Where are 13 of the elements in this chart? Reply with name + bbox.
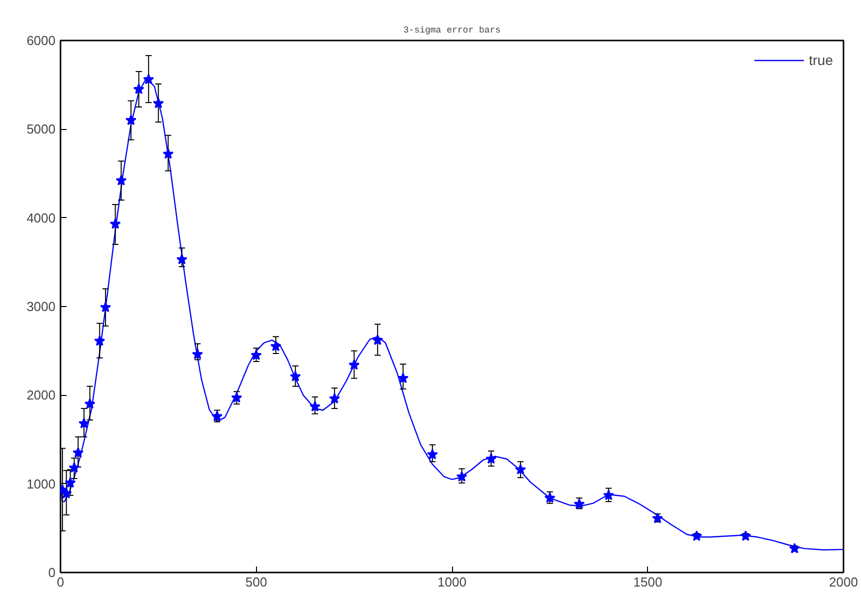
- legend-label: true: [808, 52, 833, 68]
- x-tick-label: 500: [245, 574, 268, 590]
- y-tick-label: 3000: [26, 299, 56, 314]
- y-tick-label: 2000: [26, 388, 56, 403]
- x-tick-label: 2000: [829, 574, 858, 590]
- y-tick-label: 4000: [26, 210, 56, 226]
- y-tick-label: 5000: [26, 122, 56, 137]
- x-tick-label: 1000: [438, 574, 466, 590]
- y-tick-label: 0: [48, 565, 56, 580]
- x-tick-label: 1500: [633, 574, 662, 590]
- y-tick-label: 6000: [26, 33, 56, 48]
- y-tick-label: 1000: [26, 476, 56, 492]
- chart-title: 3-sigma error bars: [403, 26, 501, 36]
